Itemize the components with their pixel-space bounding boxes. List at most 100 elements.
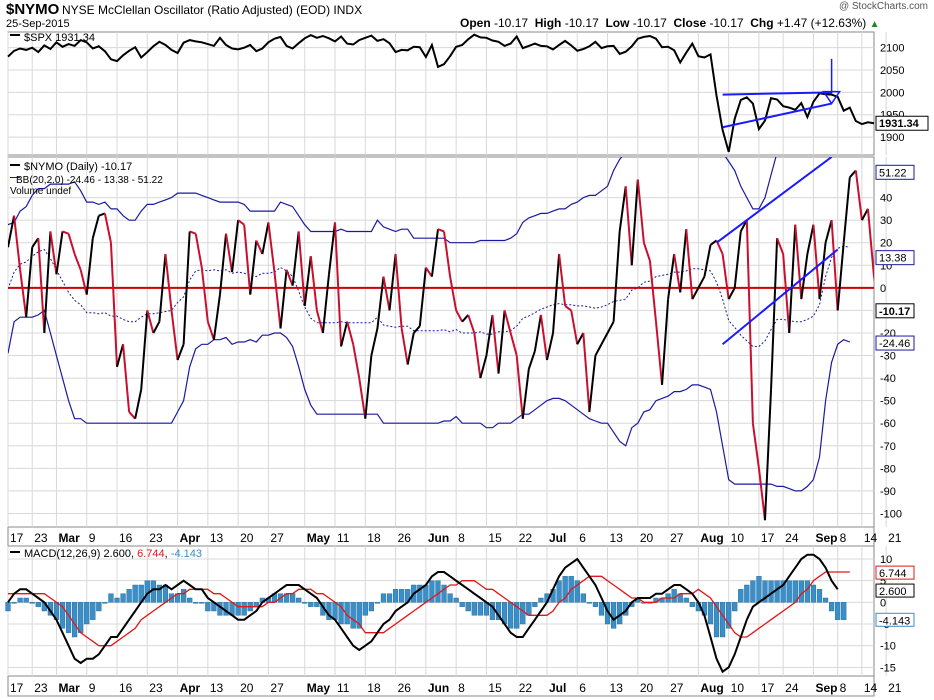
y-tick-label: 2100 [880,43,904,55]
macd-histogram-bar [17,597,23,603]
x-tick-label-bottom: 6 [579,681,586,695]
nymo-segment [842,177,851,243]
macd-histogram-bar [562,576,568,603]
chart-title: NYSE McClellan Oscillator (Ratio Adjuste… [62,3,331,17]
nymo-segment [624,186,633,266]
x-tick-label-bottom: 27 [270,681,284,695]
x-tick-label-bottom: 17 [761,681,775,695]
macd-histogram-bar [435,580,441,603]
x-tick-label-bottom: 15 [488,681,502,695]
nymo-segment [509,332,518,356]
nymo-segment [116,343,125,368]
nymo-segment [109,242,119,367]
nymo-segment [273,271,282,329]
x-tick-label-bottom: 22 [519,681,533,695]
macd-histogram-bar [386,593,393,603]
macd-histogram-bar [514,602,520,629]
macd-histogram-bar [132,584,138,603]
y-tick-label: 0 [880,597,886,609]
macd-histogram-bar [181,589,187,603]
x-tick-label: Sep [815,531,837,545]
macd-histogram-bar [804,580,810,603]
x-tick-label-bottom: 8 [840,681,847,695]
macd-histogram-bar [11,602,17,604]
nymo-segment [19,269,28,318]
macd-histogram-bar [344,602,350,625]
nymo-segment [334,222,343,347]
macd-histogram-bar [744,584,750,603]
panel-frame-1 [7,156,875,528]
nymo-segment [866,208,874,277]
x-tick-label: 13 [210,531,224,545]
nymo-segment [770,238,779,390]
nymo-segment [358,377,367,419]
macd-legend-part: 6.744 [137,548,165,560]
x-tick-label-bottom: 18 [367,681,381,695]
macd-histogram-bar [302,602,308,604]
nymo-segment [564,305,572,312]
y-tick-label: -30 [880,351,896,363]
macd-histogram-bar [308,602,314,607]
macd-histogram-bar [96,602,102,612]
nymo-segment [55,231,64,275]
nymo-segment [667,253,676,300]
y-tick-label: -40 [880,373,896,385]
nymo-segment [140,310,149,390]
nymo-segment [73,253,82,271]
nymo-segment [588,355,597,413]
x-tick-label: 17 [10,531,24,545]
nymo-segment [449,276,458,311]
macd-histogram-bar [120,593,126,603]
nymo-segment [146,310,155,334]
bb-lower [8,309,851,492]
macd-histogram-bar [90,602,96,620]
macd-histogram-bar [816,589,823,603]
nymo-segment [37,238,46,334]
nymo-segment [443,231,452,277]
x-tick-label: 24 [785,531,799,545]
macd-hist-value-box [875,612,915,627]
nymo-segment [364,355,373,419]
macd-hist-value: -4.143 [879,615,910,627]
macd-histogram-bar [374,602,381,604]
nymo-segment [370,328,379,356]
nymo-segment [176,343,185,361]
nymo-segment [788,224,797,334]
nymo-segment [467,314,476,334]
quote-line: Open -10.17 High -10.17 Low -10.17 Close… [460,16,880,30]
macd-histogram-bar [429,580,435,603]
macd-histogram-bar [362,602,368,616]
nymo-segment [152,321,161,334]
bb-legend-swatch [10,177,20,178]
x-tick-label: Jul [549,531,566,545]
macd-histogram-bar [332,602,338,620]
macd-histogram-bar [810,584,817,603]
macd-histogram-bar [586,602,592,604]
nymo-segment [661,299,670,385]
nymo-segment [388,253,397,311]
nymo-segment [818,242,827,300]
nymo-segment [546,332,555,361]
nymo-segment [243,224,252,295]
macd-histogram-bar [65,602,72,633]
macd-histogram-bar [447,593,453,603]
nymo-segment [612,231,621,322]
macd-histogram-bar [671,589,677,603]
nymo-segment [648,260,657,322]
y-tick-label: -70 [880,441,896,453]
x-tick-label-bottom: 13 [210,681,224,695]
macd-histogram-bar [713,602,720,638]
nymo-segment [806,224,815,255]
nymo-segment [600,332,609,345]
nymo-segment [425,266,433,278]
y-tick-label: -60 [880,418,896,430]
nymo-segment [249,240,258,295]
nymo-segment [122,344,131,413]
macd-histogram-bar [59,602,66,629]
x-tick-label: 14 [864,531,878,545]
y-tick-label: 10 [880,554,892,566]
x-tick-label: 13 [610,531,624,545]
macd-histogram-bar [762,580,768,603]
volume-legend: Volume undef [10,186,71,197]
macd-histogram-bar [356,602,362,629]
